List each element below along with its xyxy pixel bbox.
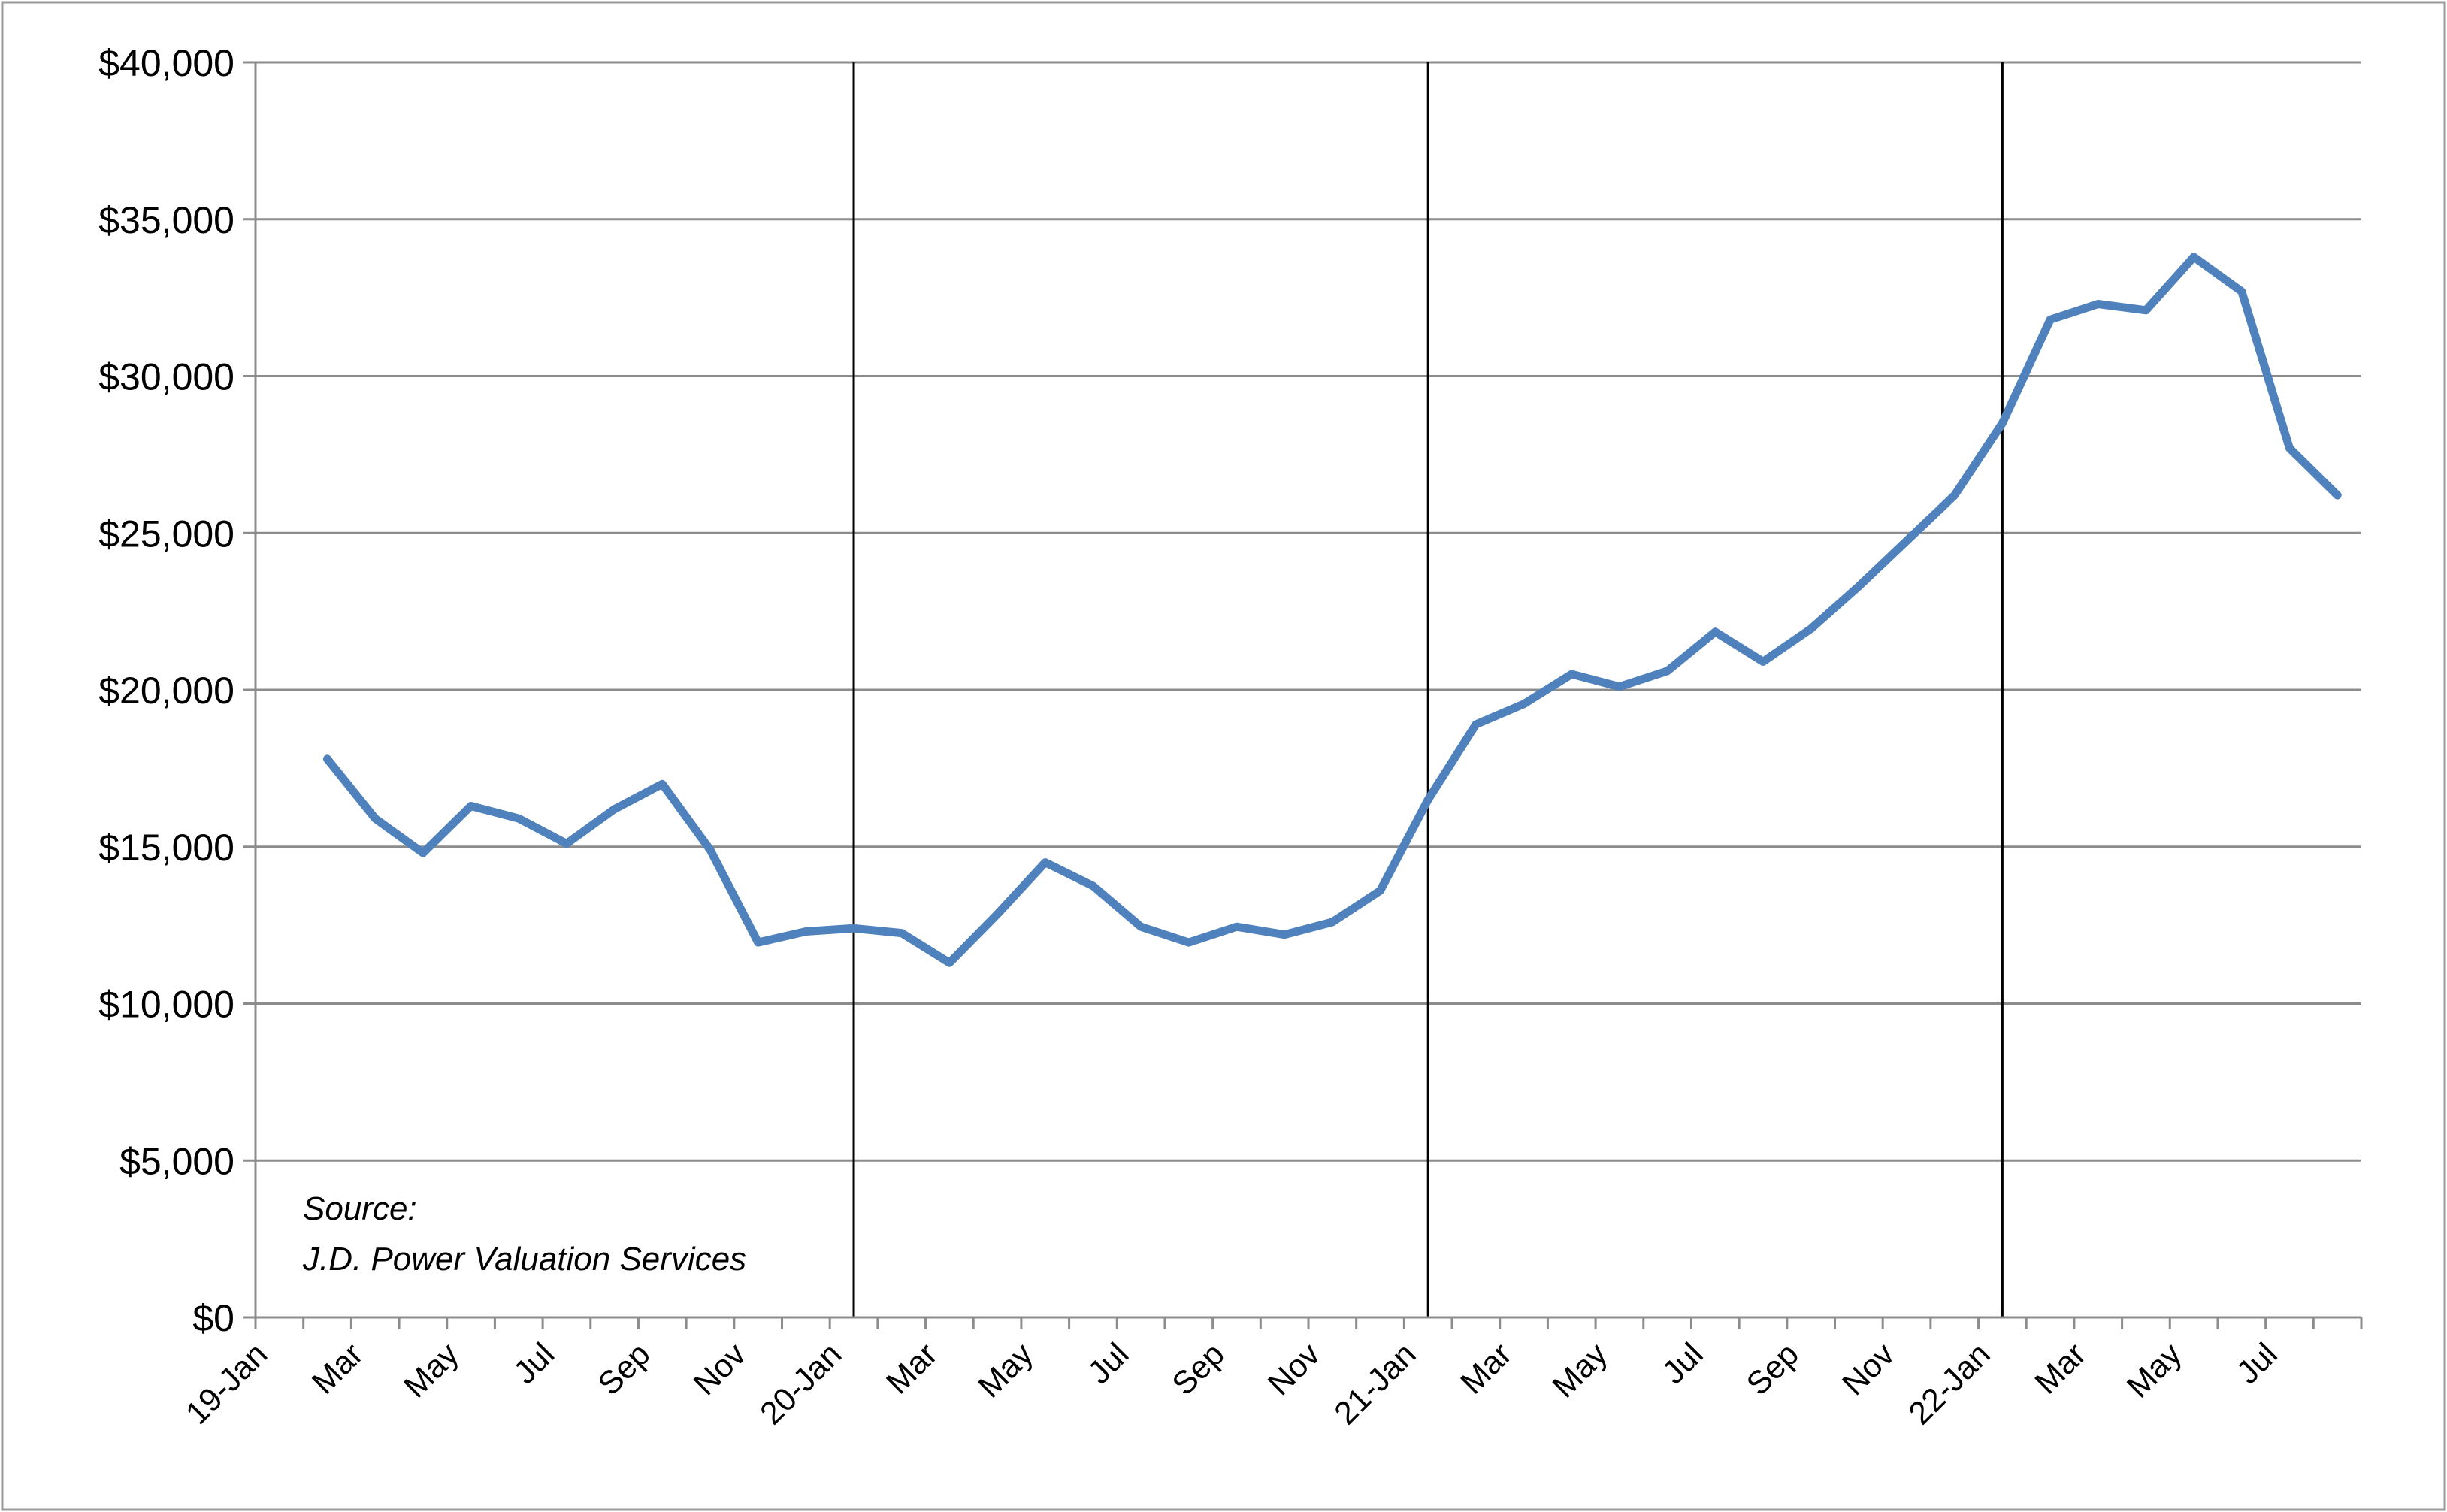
y-axis-tick-labels: $0 $5,000 $10,000 $15,000 $20,000 $25,000 $30,… [98,42,234,1339]
series-line-price [323,253,2342,967]
y-tick-label: $30,000 [98,356,234,398]
y-tick-label: $25,000 [98,513,234,555]
source-name: J.D. Power Valuation Services [302,1241,746,1278]
year-separator-lines [852,62,2004,1317]
y-tick-label: $15,000 [98,827,234,869]
y-tick-label: $5,000 [119,1140,234,1182]
y-tick-label: $35,000 [98,199,234,241]
source-label: Source: [303,1190,417,1227]
y-tick-label: $0 [192,1297,234,1339]
y-tick-label: $10,000 [98,984,234,1026]
axes [254,62,2363,1329]
y-tick-label: $40,000 [98,42,234,84]
y-tick-label: $20,000 [98,670,234,712]
gridlines [243,61,2361,1319]
